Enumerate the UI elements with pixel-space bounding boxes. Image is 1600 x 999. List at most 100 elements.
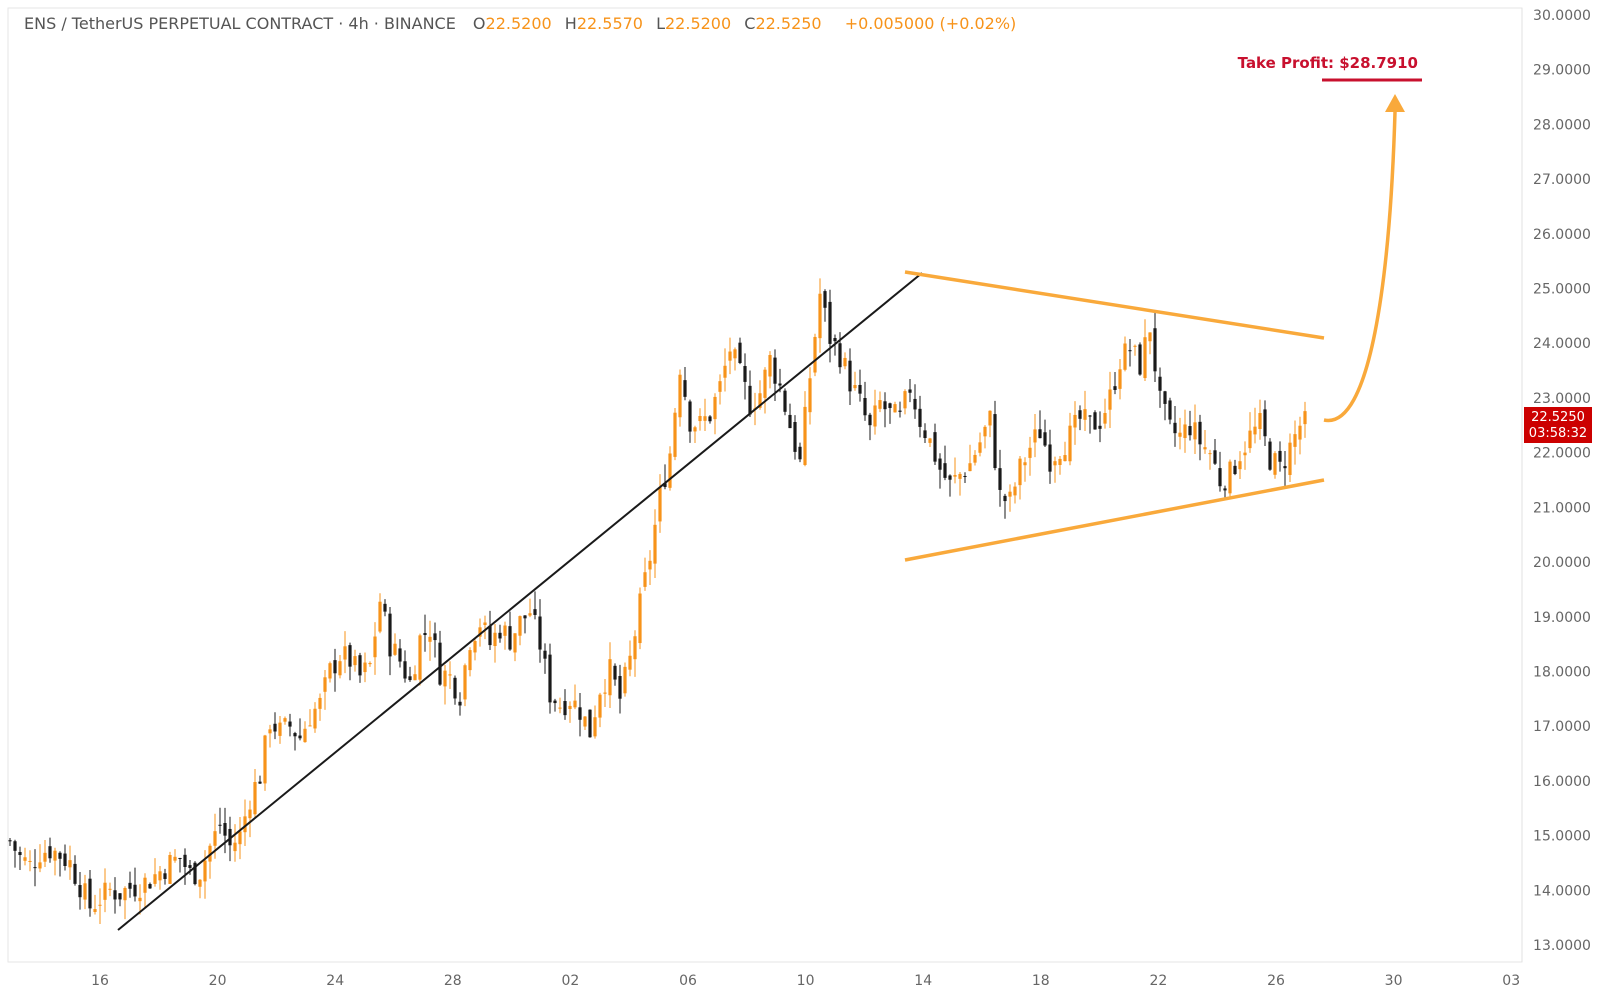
candle-body xyxy=(1288,442,1292,475)
candle-body xyxy=(693,427,697,432)
plot-frame xyxy=(7,7,1523,963)
candle-body xyxy=(543,650,547,659)
candle-body xyxy=(1138,344,1142,375)
candle-body xyxy=(1303,411,1307,425)
candle-body xyxy=(233,842,237,852)
candle-body xyxy=(253,782,257,815)
candle-body xyxy=(923,430,927,439)
symbol-legend: ENS / TetherUS PERPETUAL CONTRACT · 4h ·… xyxy=(24,14,1016,33)
candle-body xyxy=(23,857,27,861)
x-tick-label: 18 xyxy=(1032,973,1050,989)
candle-body xyxy=(388,613,392,657)
candle-body xyxy=(778,383,782,386)
candle-body xyxy=(1218,468,1222,487)
triangle-lower-line xyxy=(904,478,1325,562)
candle-body xyxy=(18,852,22,856)
candle-body xyxy=(498,632,502,639)
candle-body xyxy=(98,904,102,906)
candle-body xyxy=(483,622,487,626)
candle-body xyxy=(63,853,67,866)
candle-body xyxy=(1073,414,1077,428)
candle-body xyxy=(1228,461,1232,494)
candle-body xyxy=(198,879,202,887)
high-label: H xyxy=(564,14,577,33)
candle-body xyxy=(1123,343,1127,370)
candle-body xyxy=(303,728,307,743)
candle-body xyxy=(1213,450,1217,464)
price-tag-value: 22.5250 xyxy=(1531,410,1585,425)
take-profit-label: Take Profit: $28.7910 xyxy=(1238,54,1418,72)
candle-body xyxy=(278,722,282,736)
y-tick-label: 14.0000 xyxy=(1533,883,1591,899)
candle-body xyxy=(293,733,297,737)
candle-body xyxy=(133,884,137,897)
candle-body xyxy=(608,659,612,696)
candle-body xyxy=(643,572,647,587)
candle-body xyxy=(658,487,662,522)
open-value: 22.5200 xyxy=(485,14,552,33)
y-tick-label: 28.0000 xyxy=(1533,117,1591,133)
close-value: 22.5250 xyxy=(755,14,822,33)
candle-body xyxy=(938,458,942,470)
y-tick-label: 29.0000 xyxy=(1533,63,1591,79)
candle-body xyxy=(358,655,362,676)
y-tick-label: 22.0000 xyxy=(1533,446,1591,462)
candle-body xyxy=(368,662,372,665)
x-tick-label: 06 xyxy=(679,973,697,989)
x-axis: 16 20 24 28 02 06 10 14 18 22 26 30 03 xyxy=(91,973,1520,989)
candle-body xyxy=(228,828,232,846)
candle-body xyxy=(613,665,617,680)
y-tick-label: 24.0000 xyxy=(1533,336,1591,352)
candle-body xyxy=(43,852,47,862)
candle-body xyxy=(553,700,557,704)
candle-body xyxy=(268,729,272,734)
candle-body xyxy=(783,390,787,412)
candle-body xyxy=(403,661,407,679)
candle-body xyxy=(963,475,967,477)
candle-body xyxy=(418,635,422,680)
candle-body xyxy=(573,700,577,708)
candle-body xyxy=(943,463,947,478)
candle-body xyxy=(903,391,907,409)
candle-body xyxy=(1143,337,1147,379)
candle-body xyxy=(333,660,337,674)
x-tick-label: 10 xyxy=(797,973,815,989)
candle-body xyxy=(763,369,767,398)
candle-body xyxy=(1118,369,1122,389)
y-tick-label: 16.0000 xyxy=(1533,774,1591,790)
candle-body xyxy=(1238,461,1242,470)
close-label: C xyxy=(744,14,756,33)
candle-body xyxy=(593,717,597,737)
candle-body xyxy=(588,709,592,738)
candle-body xyxy=(893,404,897,413)
candle-body xyxy=(953,475,957,477)
candle-body xyxy=(1248,430,1252,449)
candle-body xyxy=(8,840,12,842)
candle-body xyxy=(523,615,527,619)
candle-body xyxy=(503,625,507,636)
candle-body xyxy=(1043,432,1047,446)
candle-body xyxy=(993,414,997,469)
candle-body xyxy=(1148,332,1152,342)
candle-body xyxy=(1013,486,1017,496)
low-value: 22.5200 xyxy=(665,14,732,33)
candle-body xyxy=(468,650,472,671)
candle-body xyxy=(343,646,347,660)
candle-body xyxy=(453,677,457,699)
candle-body xyxy=(138,897,142,902)
candle-body xyxy=(738,342,742,364)
candle-body xyxy=(563,701,567,716)
x-tick-label: 02 xyxy=(561,973,579,989)
candle-body xyxy=(1108,389,1112,410)
candle-body xyxy=(188,865,192,868)
candle-body xyxy=(1268,441,1272,470)
candle-body xyxy=(628,655,632,670)
candle-body xyxy=(518,616,522,636)
x-tick-label: 14 xyxy=(914,973,932,989)
candle-body xyxy=(318,697,322,709)
candle-body xyxy=(703,416,707,421)
candle-body xyxy=(1203,447,1207,450)
candle-body xyxy=(618,676,622,699)
